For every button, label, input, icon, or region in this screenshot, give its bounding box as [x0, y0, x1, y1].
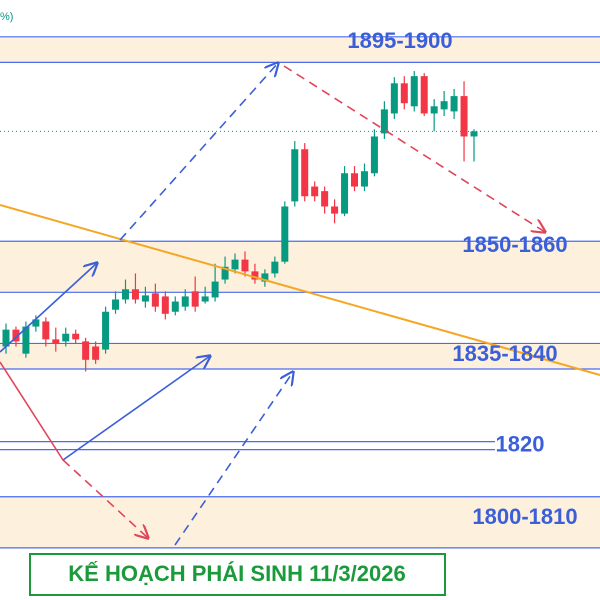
- annotations: [0, 63, 600, 546]
- candle-body: [331, 206, 339, 214]
- arrow: [0, 263, 97, 353]
- candle-body: [42, 321, 50, 340]
- title-box: [29, 553, 446, 596]
- arrow: [62, 459, 148, 538]
- candle-body: [360, 171, 368, 187]
- candle-body: [32, 319, 40, 327]
- candle-body: [420, 76, 428, 114]
- arrow: [283, 65, 545, 232]
- candle-body: [281, 206, 289, 262]
- candle-body: [191, 291, 199, 307]
- zone-band: [0, 496, 600, 548]
- zone-label: 1835-1840: [452, 341, 557, 366]
- candle-body: [131, 289, 139, 300]
- candle-body: [321, 191, 329, 207]
- candle-body: [301, 149, 309, 197]
- candle-body: [440, 101, 448, 110]
- candle-body: [201, 296, 209, 302]
- arrow: [174, 372, 293, 546]
- candle-body: [291, 149, 299, 202]
- candle-body: [460, 96, 468, 137]
- zone-label: 1800-1810: [472, 504, 577, 529]
- candle-body: [400, 83, 408, 104]
- candle-body: [151, 293, 159, 307]
- trend-line: [0, 204, 600, 376]
- arrow: [119, 63, 278, 241]
- candle-body: [72, 333, 80, 340]
- candle-body: [311, 186, 319, 197]
- candle-body: [271, 261, 279, 274]
- candle-body: [450, 96, 458, 112]
- candle-body: [12, 329, 20, 342]
- arrow: [0, 361, 64, 461]
- candle-body: [181, 296, 189, 307]
- candle-body: [410, 76, 418, 107]
- candle-body: [92, 346, 100, 360]
- candle-body: [470, 131, 478, 137]
- candle-body: [241, 259, 249, 272]
- candle-body: [370, 136, 378, 174]
- candle-body: [351, 173, 359, 187]
- candle-body: [102, 311, 110, 350]
- candle-body: [211, 281, 219, 298]
- candle-body: [52, 339, 60, 344]
- corner-text: %): [0, 11, 13, 23]
- candle-body: [341, 173, 349, 214]
- zone-band: [0, 241, 600, 293]
- chart-title: KẾ HOẠCH PHÁI SINH 11/3/2026: [68, 561, 405, 586]
- candle-body: [112, 299, 120, 310]
- candle-body: [390, 83, 398, 114]
- candle-body: [380, 109, 388, 134]
- zone-label: 1895-1900: [347, 28, 452, 53]
- candle-body: [2, 329, 10, 347]
- arrow: [62, 356, 210, 461]
- zone-band: [0, 36, 600, 63]
- level-label: 1820: [496, 431, 545, 456]
- candle-body: [251, 271, 259, 280]
- candle-body: [22, 326, 30, 354]
- candle-body: [62, 333, 70, 342]
- candle-body: [231, 259, 239, 270]
- candle-body: [82, 341, 90, 360]
- candle-body: [221, 266, 229, 280]
- candle-body: [121, 289, 129, 300]
- candle-body: [141, 295, 149, 302]
- candle-body: [161, 296, 169, 314]
- candle-body: [430, 106, 438, 114]
- candle-body: [171, 301, 179, 312]
- zone-label: 1850-1860: [462, 232, 567, 257]
- candle-body: [261, 273, 269, 282]
